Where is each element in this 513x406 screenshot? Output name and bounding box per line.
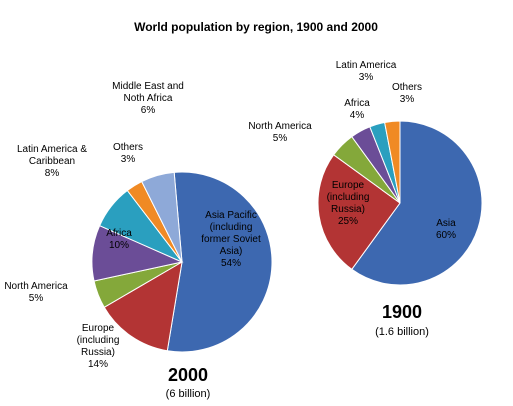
slice-label-2000-2: North America 5%: [4, 281, 68, 304]
slice-label-1900-5: Others 3%: [392, 82, 422, 105]
pie-chart-1900: [317, 120, 483, 286]
pie-slice-1900-5: [384, 120, 401, 204]
slice-label-2000-6: Middle East and Noth Africa 6%: [112, 81, 184, 116]
slice-label-2000-0: Asia Pacific (including former Soviet Asia)…: [201, 210, 261, 269]
pie-slice-1900-0: [351, 120, 483, 286]
slice-label-1900-1: Europe (including Russia) 25%: [327, 180, 370, 227]
pie-slice-2000-6: [141, 171, 183, 263]
pie-slice-2000-1: [103, 261, 183, 352]
year-label-1900: 1900: [382, 302, 422, 322]
slice-label-1900-2: North America 5%: [248, 121, 312, 144]
chart-title: World population by region, 1900 and 200…: [134, 20, 378, 34]
slice-labels: Asia Pacific (including former Soviet Asia)…: [4, 60, 456, 370]
pie-slice-1900-1: [317, 154, 401, 271]
slice-label-1900-0: Asia 60%: [436, 218, 456, 241]
slice-label-2000-3: Africa 10%: [106, 228, 132, 251]
slice-label-2000-1: Europe (including Russia) 14%: [77, 323, 120, 370]
slice-label-1900-3: Africa 4%: [344, 98, 370, 121]
total-label-1900: (1.6 billion): [375, 326, 429, 338]
pie-chart-2000: [91, 171, 273, 353]
total-label-2000: (6 billion): [166, 388, 211, 400]
slice-label-1900-4: Latin America 3%: [336, 60, 397, 83]
slice-label-2000-5: Others 3%: [113, 142, 143, 165]
year-label-2000: 2000: [168, 365, 208, 385]
pie-slice-2000-0: [166, 171, 273, 353]
slice-label-2000-4: Latin America & Caribbean 8%: [17, 144, 87, 179]
